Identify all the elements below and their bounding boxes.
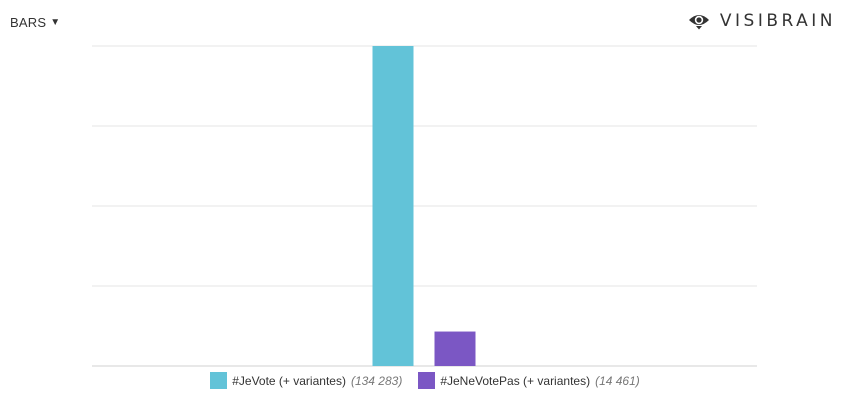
chart-legend: #JeVote (+ variantes) (134 283) #JeNeVoteP… — [0, 372, 850, 389]
legend-count: (14 461) — [595, 373, 640, 388]
brand-logo: VISIBRAIN — [688, 11, 836, 31]
legend-swatch — [418, 372, 436, 389]
chart-type-label: BARS — [10, 15, 47, 30]
bar-0[interactable] — [372, 46, 414, 366]
brand-name: VISIBRAIN — [719, 11, 836, 31]
legend-label: #JeNeVotePas (+ variantes) — [440, 373, 591, 388]
legend-item-0[interactable]: #JeVote (+ variantes) (134 283) — [210, 372, 402, 389]
legend-swatch — [210, 372, 228, 389]
legend-label: #JeVote (+ variantes) — [232, 373, 346, 388]
legend-count: (134 283) — [350, 373, 403, 388]
caret-down-icon: ▼ — [50, 17, 61, 28]
legend-item-1[interactable]: #JeNeVotePas (+ variantes) (14 461) — [418, 372, 640, 389]
bar-1[interactable] — [434, 331, 476, 366]
eye-icon — [688, 15, 709, 30]
chart-type-dropdown[interactable]: BARS ▼ — [10, 15, 60, 30]
